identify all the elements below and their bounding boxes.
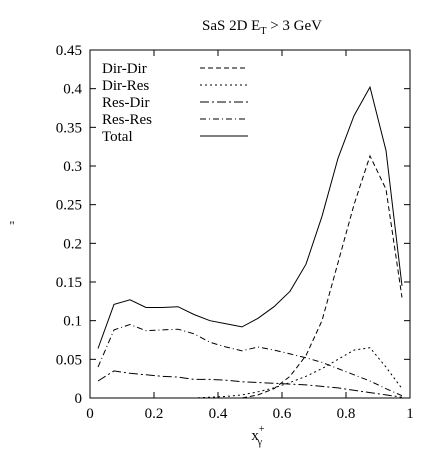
y-tick-label: 0.15: [56, 275, 82, 291]
x-axis-label-main: x: [251, 428, 259, 444]
chart-title-rest: > 3 GeV: [266, 18, 322, 34]
x-axis-label-sub: γ: [257, 437, 263, 448]
y-tick-label: 0.35: [56, 120, 82, 136]
series-line-dir-dir: [98, 154, 403, 399]
series-line-dir-res: [98, 347, 403, 399]
y-tick-label: 0: [75, 391, 83, 407]
legend-label: Res-Dir: [102, 95, 150, 111]
plot-frame: [89, 49, 411, 399]
x-tick-label: 0.2: [145, 406, 164, 422]
y-tick-label: 0.3: [63, 159, 82, 175]
x-tick-label: 0: [86, 406, 94, 422]
legend-label: Dir-Dir: [102, 61, 147, 77]
series-line-res-res: [97, 323, 403, 397]
chart-title-main: SaS 2D E: [202, 18, 260, 34]
y-tick-label: 0.2: [63, 236, 82, 252]
series-line-total: [97, 85, 403, 349]
x-axis-label: x+ γ: [251, 424, 265, 448]
plot-area: 0 0.05 0.1 0.15 0.2 0.25 0.3 0.35 0.4 0.45 0 0.2 0.4…: [56, 43, 414, 422]
x-tick-label: 0.8: [337, 406, 356, 422]
legend-label: Total: [102, 129, 133, 145]
x-tick-label: 0.4: [209, 406, 228, 422]
y-tick-label: 0.25: [56, 198, 82, 214]
y-tick-label: 0.1: [63, 314, 82, 330]
y-tick-label: 0.05: [56, 352, 82, 368]
x-axis-label-sup: +: [259, 424, 265, 435]
chart-title-sub: T: [260, 26, 266, 37]
series-line-res-dir: [97, 370, 403, 398]
x-tick-label: 1: [406, 406, 414, 422]
y-tick-label: 0.4: [63, 82, 82, 98]
legend-label: Res-Res: [102, 112, 152, 128]
legend-label: Dir-Res: [102, 78, 149, 94]
x-tick-label: 0.6: [273, 406, 292, 422]
y-tick-label: 0.45: [56, 43, 82, 59]
y-axis-label: ": [9, 218, 14, 233]
chart-title: SaS 2D ET > 3 GeV: [202, 18, 322, 37]
